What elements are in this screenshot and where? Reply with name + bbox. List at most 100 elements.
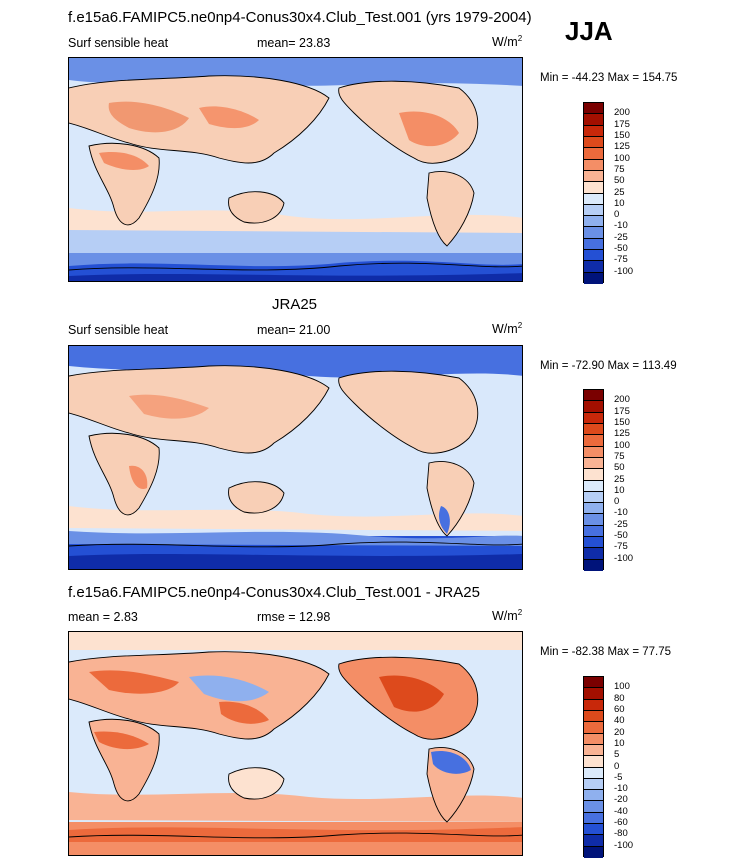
season-label: JJA [565, 16, 613, 46]
colorbar-cell [584, 446, 603, 458]
colorbar-tick-label: 125 [614, 141, 630, 153]
panel2-variable-label: Surf sensible heat [68, 323, 169, 337]
colorbar-cell [584, 722, 603, 734]
colorbar-cell [584, 491, 603, 504]
panel3-rmse-label: rmse = 12.98 [257, 610, 331, 624]
panel3-map [68, 631, 523, 856]
colorbar-tick-label: 150 [614, 129, 630, 141]
panel2-title: JRA25 [272, 296, 318, 313]
colorbar-cell [584, 469, 603, 481]
colorbar-tick-label: -10 [614, 220, 628, 232]
colorbar-cell [584, 250, 603, 262]
colorbar-tick-label: 5 [614, 749, 620, 761]
colorbar-cell [584, 846, 603, 858]
panel1-colorbar [583, 102, 604, 284]
colorbar-tick-label: 100 [614, 439, 630, 451]
colorbar-tick-label: 50 [614, 175, 625, 187]
colorbar-tick-label: -100 [614, 839, 634, 851]
colorbar-tick-label: 40 [614, 715, 625, 727]
colorbar-cell [584, 756, 603, 768]
colorbar-tick-label: -100 [614, 265, 634, 277]
colorbar-cell [584, 677, 603, 689]
colorbar-cell [584, 767, 603, 779]
colorbar-tick-label: 75 [614, 163, 625, 175]
colorbar-cell [584, 537, 603, 549]
colorbar-tick-label: -50 [614, 530, 628, 542]
colorbar-cell [584, 733, 603, 745]
panel3-mean-label: mean = 2.83 [68, 610, 138, 624]
panel1-units: W/m2 [492, 34, 523, 50]
panel2-colorbar [583, 389, 604, 571]
colorbar-cell [584, 824, 603, 836]
colorbar-tick-label: 100 [614, 681, 630, 693]
colorbar-cell [584, 261, 603, 273]
panel1-variable-label: Surf sensible heat [68, 36, 169, 50]
colorbar-tick-label: -25 [614, 231, 628, 243]
colorbar-cell [584, 401, 603, 413]
colorbar-cell [584, 159, 603, 171]
colorbar-tick-label: 60 [614, 703, 625, 715]
colorbar-tick-label: -80 [614, 828, 628, 840]
colorbar-cell [584, 182, 603, 194]
colorbar-cell [584, 710, 603, 723]
colorbar-cell [584, 216, 603, 228]
colorbar-cell [584, 114, 603, 126]
colorbar-tick-label: -60 [614, 817, 628, 829]
colorbar-tick-label: 10 [614, 484, 625, 496]
colorbar-cell [584, 812, 603, 825]
panel3-minmax: Min = -82.38 Max = 77.75 [540, 646, 672, 658]
colorbar-tick-label: 75 [614, 450, 625, 462]
colorbar-cell [584, 136, 603, 149]
colorbar-tick-label: 80 [614, 692, 625, 704]
colorbar-cell [584, 435, 603, 447]
panel2-minmax: Min = -72.90 Max = 113.49 [540, 360, 677, 372]
colorbar-cell [584, 170, 603, 183]
panel1-title: f.e15a6.FAMIPC5.ne0np4-Conus30x4.Club_Te… [68, 9, 532, 26]
panel2-mean-label: mean= 21.00 [257, 323, 331, 337]
colorbar-tick-label: 0 [614, 760, 620, 772]
colorbar-tick-label: 0 [614, 496, 620, 508]
colorbar-tick-label: 125 [614, 428, 630, 440]
colorbar-tick-label: 20 [614, 726, 625, 738]
colorbar-tick-label: -40 [614, 805, 628, 817]
colorbar-tick-label: -75 [614, 254, 628, 266]
colorbar-cell [584, 801, 603, 813]
colorbar-tick-label: -20 [614, 794, 628, 806]
colorbar-cell [584, 790, 603, 802]
colorbar-tick-label: 10 [614, 737, 625, 749]
colorbar-cell [584, 778, 603, 791]
panel1-minmax: Min = -44.23 Max = 154.75 [540, 72, 678, 84]
colorbar-tick-label: -50 [614, 243, 628, 255]
colorbar-tick-label: -75 [614, 541, 628, 553]
colorbar-cell [584, 390, 603, 402]
colorbar-cell [584, 559, 603, 571]
colorbar-cell [584, 148, 603, 160]
colorbar-cell [584, 412, 603, 424]
colorbar-cell [584, 525, 603, 538]
colorbar-cell [584, 480, 603, 492]
colorbar-cell [584, 193, 603, 205]
colorbar-tick-label: 50 [614, 462, 625, 474]
colorbar-tick-label: -100 [614, 552, 634, 564]
colorbar-cell [584, 503, 603, 515]
panel1-mean-label: mean= 23.83 [257, 36, 331, 50]
colorbar-cell [584, 125, 603, 137]
colorbar-tick-label: 200 [614, 107, 630, 119]
colorbar-tick-label: 25 [614, 473, 625, 485]
colorbar-cell [584, 548, 603, 560]
colorbar-cell [584, 423, 603, 436]
colorbar-tick-label: 0 [614, 209, 620, 221]
colorbar-tick-label: 200 [614, 394, 630, 406]
colorbar-cell [584, 514, 603, 526]
panel3-colorbar [583, 676, 604, 858]
colorbar-cell [584, 103, 603, 115]
panel2-map [68, 345, 523, 570]
panel3-units: W/m2 [492, 608, 523, 624]
panel3-title: f.e15a6.FAMIPC5.ne0np4-Conus30x4.Club_Te… [68, 584, 480, 601]
colorbar-tick-label: -10 [614, 783, 628, 795]
colorbar-cell [584, 744, 603, 757]
colorbar-cell [584, 699, 603, 711]
colorbar-tick-label: 25 [614, 186, 625, 198]
colorbar-tick-label: -5 [614, 771, 623, 783]
colorbar-tick-label: 100 [614, 152, 630, 164]
